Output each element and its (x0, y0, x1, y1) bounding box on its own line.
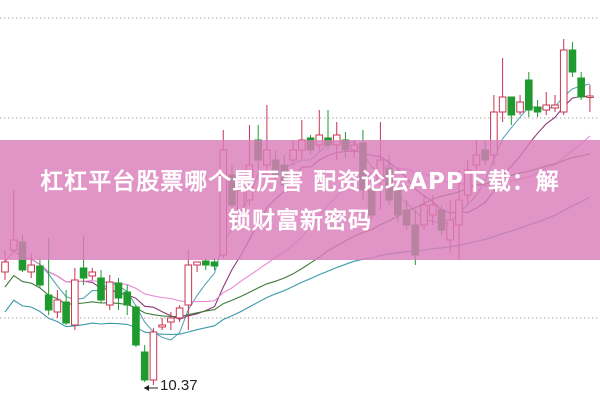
candle-body (114, 282, 123, 299)
candle-body (551, 104, 559, 109)
candle-body (123, 291, 132, 306)
candle-body (88, 271, 97, 277)
candle-body (559, 49, 568, 113)
candle-body (132, 306, 140, 346)
candle-body (53, 299, 62, 313)
candle-body (210, 261, 219, 267)
candle-body (158, 324, 166, 328)
candle-body (27, 264, 35, 273)
candle-body (149, 331, 158, 381)
candle-body (568, 49, 577, 73)
candle-body (36, 265, 44, 286)
article-title: 杠杠平台股票哪个最厉害 配资论坛APP下载：解 锁财富新密码 (0, 163, 600, 241)
candle-body (542, 104, 551, 111)
candle-body (105, 281, 114, 306)
candle-body (97, 277, 105, 301)
candle-body (140, 351, 149, 381)
candle-body (533, 106, 542, 113)
candle-body (175, 307, 184, 319)
candle-body (71, 279, 79, 326)
candle-body (516, 101, 524, 113)
candle-body (62, 301, 70, 324)
candle-body (184, 264, 193, 306)
candle-body (201, 260, 210, 266)
low-price-label: 10.37 (160, 377, 198, 394)
low-marker-arrowhead (144, 385, 149, 391)
candle-body (1, 261, 9, 273)
candle-body (586, 95, 594, 98)
candle-body (507, 96, 516, 116)
title-line-1: 杠杠平台股票哪个最厉害 配资论坛APP下载：解 (40, 169, 560, 195)
title-banner (0, 140, 600, 260)
candle-body (44, 294, 53, 311)
title-line-2: 锁财富新密码 (228, 208, 372, 234)
candle-body (79, 267, 88, 279)
candle-body (525, 79, 533, 111)
candle-body (498, 96, 507, 113)
candle-body (193, 261, 201, 266)
candle-body (167, 317, 175, 323)
candle-body (577, 77, 585, 98)
